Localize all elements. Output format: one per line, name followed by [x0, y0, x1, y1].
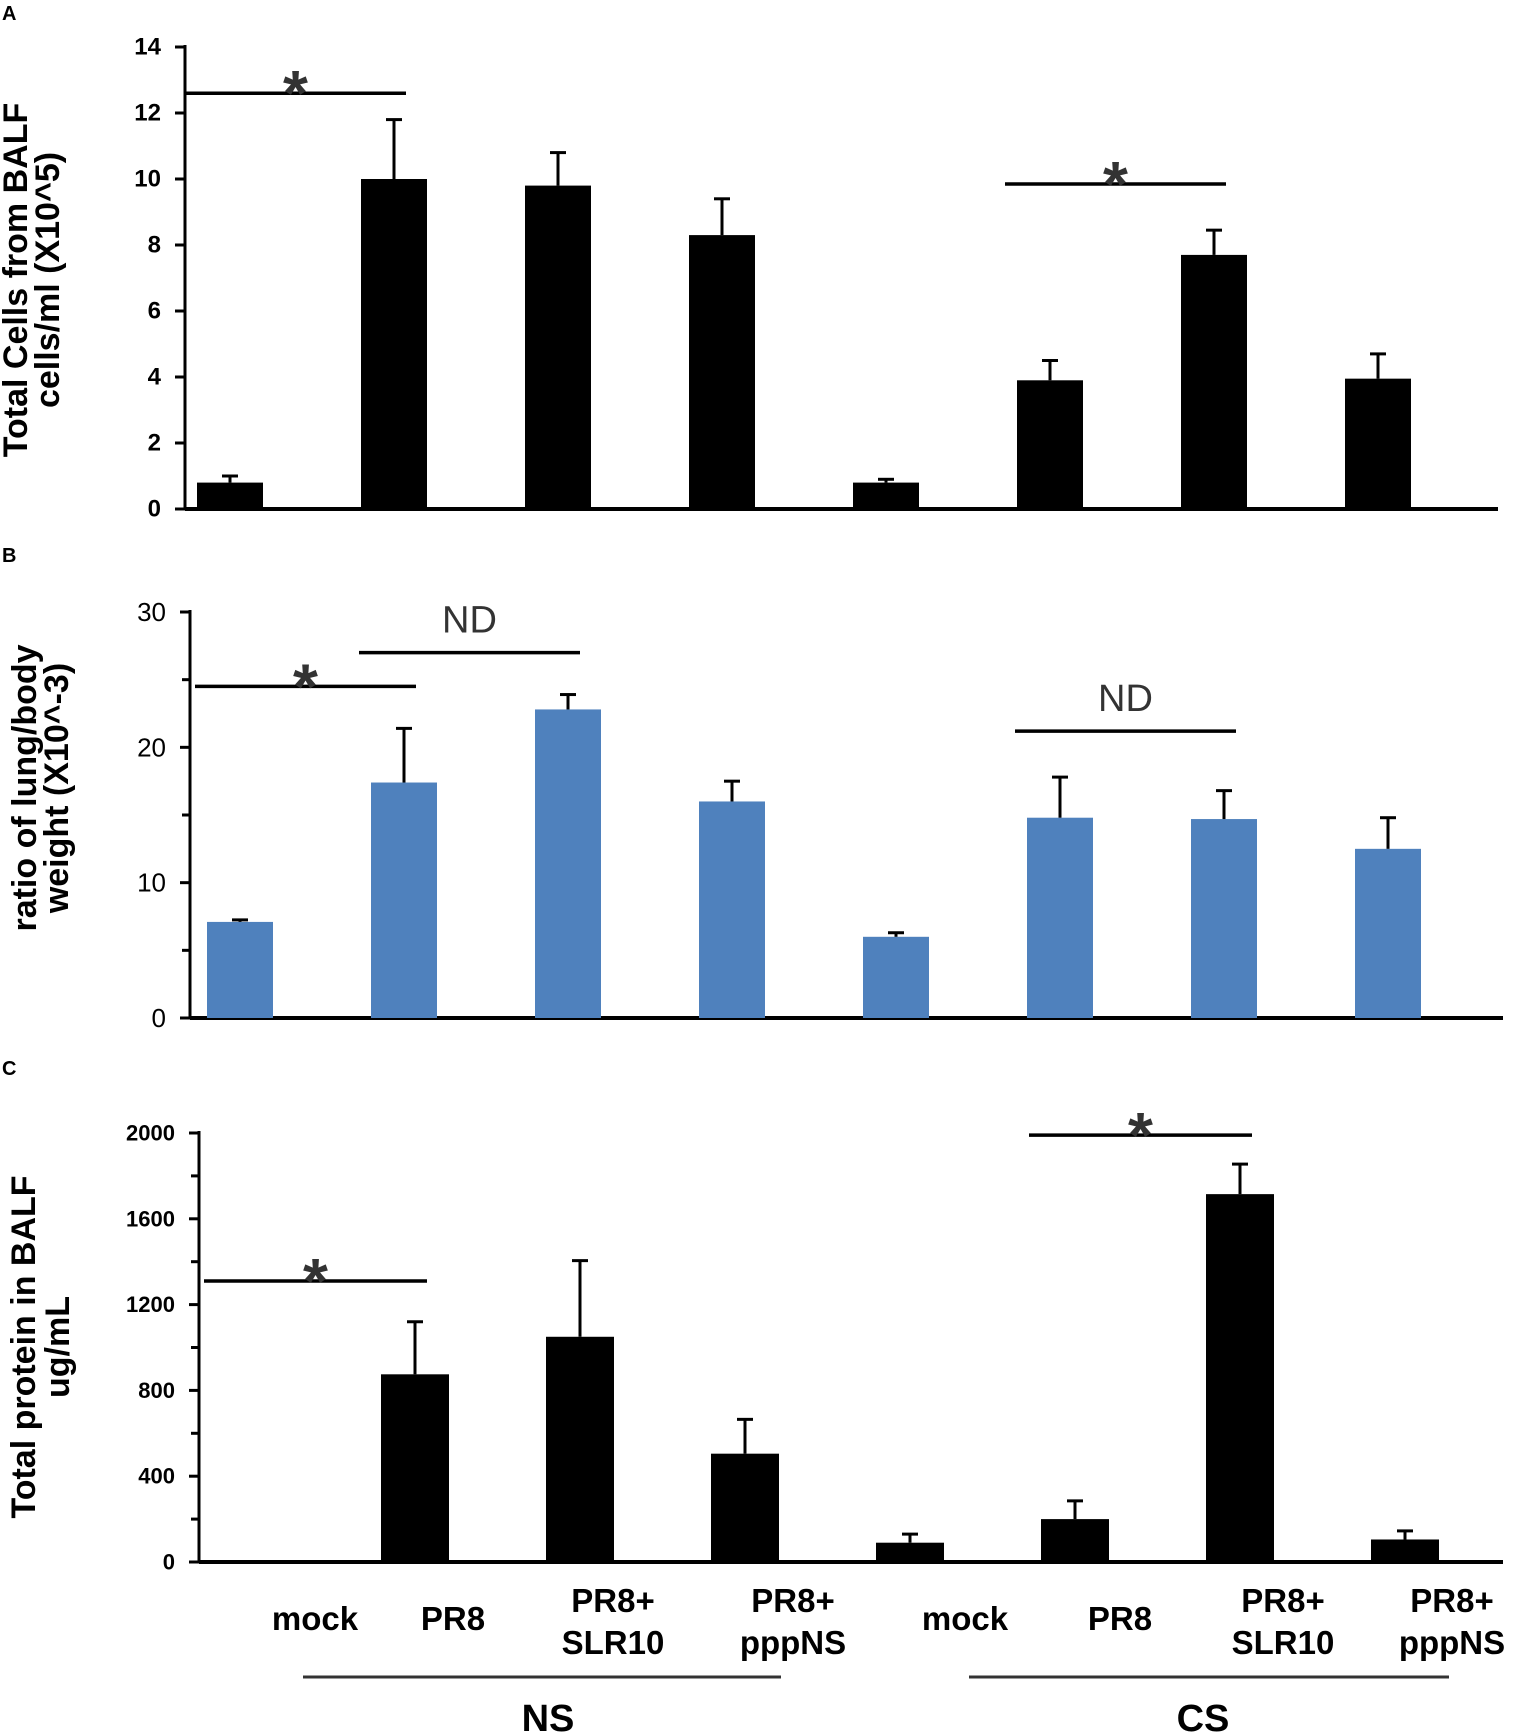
bar: [361, 179, 427, 509]
y-tick-label: 1600: [126, 1206, 175, 1231]
x-category-label: mock: [272, 1600, 359, 1637]
y-tick-label: 8: [148, 232, 161, 259]
x-category-label-line1: PR8+: [571, 1582, 654, 1619]
panel-label: B: [2, 545, 16, 567]
significance-label: ND: [1098, 678, 1153, 720]
y-tick-label: 2: [148, 430, 161, 457]
group-label: CS: [1177, 1698, 1230, 1735]
bar: [689, 235, 755, 509]
y-axis-label-line1: Total Cells from BALF: [0, 103, 35, 458]
panel-label: A: [2, 3, 16, 25]
x-category-label-line2: pppNS: [1399, 1624, 1505, 1661]
y-tick-label: 14: [134, 34, 161, 61]
y-axis-label-line1: ratio of lung/body: [6, 644, 44, 931]
y-tick-label: 6: [148, 298, 161, 325]
group-label: NS: [522, 1698, 575, 1735]
bar: [197, 482, 263, 509]
bar: [1371, 1539, 1439, 1562]
y-tick-label: 10: [137, 868, 166, 898]
bar: [525, 185, 591, 509]
x-category-labels: mock PR8 PR8+ SLR10 PR8+ pppNS mock PR8 PR8+ SLR1…: [272, 1582, 1505, 1661]
y-tick-label: 20: [137, 732, 166, 762]
bar: [546, 1336, 614, 1562]
bar: [711, 1453, 779, 1562]
y-tick-label: 30: [137, 597, 166, 627]
x-category-label: mock: [922, 1600, 1009, 1637]
x-category-label-line1: PR8+: [1410, 1582, 1493, 1619]
bar: [1206, 1194, 1274, 1562]
bar: [1181, 254, 1247, 509]
y-tick-label: 400: [138, 1464, 175, 1489]
x-category-label: PR8: [421, 1600, 485, 1637]
x-category-label-line2: SLR10: [1232, 1624, 1335, 1661]
bar: [371, 782, 437, 1018]
y-axis-label-line2: cells/ml (X10^5): [29, 152, 67, 408]
bar: [1017, 380, 1083, 509]
y-axis-label-line2: ug/mL: [39, 1296, 77, 1398]
significance-star: *: [293, 650, 318, 722]
bar: [1027, 817, 1093, 1018]
y-axis-label-line1: Total protein in BALF: [5, 1175, 43, 1518]
x-category-label: PR8: [1088, 1600, 1152, 1637]
significance-label: ND: [442, 600, 497, 642]
bar: [1191, 819, 1257, 1018]
y-tick-label: 0: [148, 496, 161, 523]
bar: [1355, 848, 1421, 1018]
y-tick-label: 0: [163, 1550, 175, 1575]
x-category-label-line1: PR8+: [1241, 1582, 1324, 1619]
y-tick-label: 4: [148, 364, 162, 391]
y-axis-label-line2: weight (X10^-3): [38, 663, 76, 914]
panel-label: C: [2, 1058, 16, 1080]
y-tick-label: 0: [152, 1003, 166, 1033]
bar: [1345, 378, 1411, 509]
significance-star: *: [303, 1245, 328, 1317]
bar: [535, 709, 601, 1018]
y-tick-label: 2000: [126, 1121, 175, 1146]
y-tick-label: 800: [138, 1378, 175, 1403]
y-tick-label: 10: [134, 166, 161, 193]
significance-star: *: [283, 57, 308, 129]
bar: [381, 1374, 449, 1562]
y-tick-label: 1200: [126, 1292, 175, 1317]
x-category-label-line2: pppNS: [740, 1624, 846, 1661]
group-labels: NS CS: [303, 1675, 1449, 1735]
bar: [853, 482, 919, 509]
significance-star: *: [1128, 1099, 1153, 1171]
bar: [876, 1542, 944, 1562]
bar: [207, 921, 273, 1018]
y-tick-label: 12: [134, 100, 161, 127]
x-category-label-line1: PR8+: [751, 1582, 834, 1619]
significance-star: *: [1103, 148, 1128, 220]
x-category-label-line2: SLR10: [562, 1624, 665, 1661]
bar: [699, 801, 765, 1018]
bar: [1041, 1519, 1109, 1562]
bar: [863, 936, 929, 1018]
